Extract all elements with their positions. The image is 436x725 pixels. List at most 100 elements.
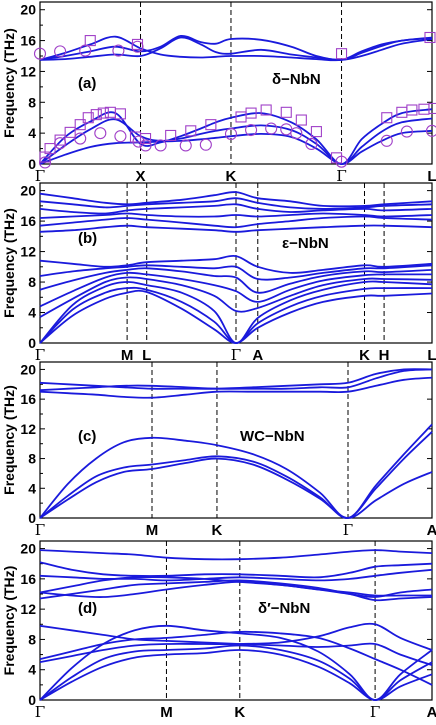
y-tick-label: 4 [28, 662, 36, 678]
phonon-branch-8 [39, 254, 433, 274]
y-tick-label: 16 [20, 213, 36, 229]
experimental-circle-point [265, 122, 278, 135]
x-tick-label: Γ [231, 346, 241, 364]
x-tick-label: K [359, 347, 370, 364]
phonon-branch-12 [39, 580, 433, 598]
x-tick-label: H [379, 347, 390, 364]
y-tick-label: 20 [20, 541, 36, 557]
phonon-branch-10 [39, 215, 433, 229]
y-tick-label: 12 [20, 601, 36, 617]
experimental-circle-point [290, 127, 303, 140]
y-tick-label: 4 [28, 125, 36, 141]
experimental-square-point [280, 106, 292, 118]
experimental-square-point [406, 104, 418, 116]
phonon-branch-11 [39, 212, 433, 219]
experimental-circle-point [305, 137, 318, 150]
phonon-branch-3 [39, 624, 433, 701]
y-tick-label: 20 [20, 361, 36, 377]
phonon-branch-5 [39, 271, 433, 308]
phonon-branch-1 [39, 457, 433, 519]
plot-frame [39, 361, 433, 519]
phonon-branch-4 [39, 376, 433, 399]
experimental-circle-point [74, 132, 87, 145]
experimental-square-point [90, 109, 102, 121]
x-tick-label: K [212, 522, 223, 539]
experimental-circle-point [154, 139, 167, 152]
material-label: WC−NbN [240, 428, 305, 445]
experimental-circle-point [79, 44, 92, 57]
y-tick-label: 16 [20, 571, 36, 587]
x-tick-label: M [121, 347, 134, 364]
experimental-square-point [44, 143, 56, 155]
experimental-circle-point [400, 125, 413, 138]
panel-label: (a) [78, 75, 96, 92]
phonon-branch-1 [39, 129, 433, 165]
phonon-branch-9 [39, 224, 433, 233]
material-label: δ′−NbN [258, 600, 310, 617]
y-axis-label: Frequency (THz) [1, 385, 17, 495]
experimental-circle-point [425, 124, 436, 137]
experimental-circle-point [112, 44, 125, 57]
y-axis-label: Frequency (THz) [1, 208, 17, 318]
y-tick-label: 12 [20, 244, 36, 260]
phonon-branch-5 [39, 630, 433, 686]
x-tick-label: L [427, 347, 436, 364]
x-tick-label: Γ [35, 703, 45, 721]
experimental-circle-point [132, 135, 145, 148]
panel-label: (b) [78, 230, 97, 247]
phonon-branch-11 [39, 549, 433, 561]
experimental-square-point [165, 129, 177, 142]
phonon-branch-12 [39, 203, 433, 215]
experimental-square-point [205, 119, 217, 131]
plot-frame [39, 540, 433, 701]
phonon-branch-6 [39, 624, 433, 667]
phonon-branch-2 [39, 431, 433, 519]
y-axis-label: Frequency (THz) [1, 566, 17, 676]
experimental-square-point [424, 31, 436, 44]
experimental-circle-point [131, 40, 144, 53]
x-tick-label: A [252, 347, 263, 364]
experimental-square-point [139, 132, 152, 145]
experimental-square-point [82, 112, 94, 124]
x-tick-label: Γ [35, 521, 45, 539]
experimental-square-point [335, 48, 348, 60]
experimental-square-point [185, 125, 197, 137]
phonon-branch-5 [39, 34, 433, 61]
experimental-circle-point [245, 124, 258, 137]
experimental-circle-point [224, 127, 238, 140]
x-tick-label: A [427, 704, 436, 721]
x-tick-label: Γ [336, 167, 346, 185]
phonon-branch-3 [39, 423, 433, 519]
x-tick-label: X [136, 168, 146, 185]
phonon-branch-2 [39, 117, 433, 165]
y-tick-label: 0 [28, 510, 36, 526]
x-tick-label: Γ [35, 167, 45, 185]
phonon-branch-9 [39, 568, 433, 582]
y-tick-label: 12 [20, 421, 36, 437]
y-tick-label: 0 [28, 692, 36, 708]
phonon-branch-4 [39, 276, 433, 318]
experimental-square-point [428, 102, 436, 115]
panel-label: (c) [78, 428, 96, 445]
experimental-circle-point [114, 130, 127, 143]
experimental-circle-point [54, 137, 67, 150]
y-tick-label: 8 [28, 631, 36, 647]
phonon-branch-6 [39, 267, 433, 294]
phonon-branch-6 [39, 368, 433, 390]
experimental-circle-point [179, 139, 192, 152]
x-tick-label: M [160, 704, 173, 721]
experimental-circle-point [199, 138, 212, 151]
y-tick-label: 0 [28, 156, 36, 172]
x-tick-label: Γ [343, 521, 353, 539]
material-label: ε−NbN [282, 235, 329, 252]
phonon-branch-10 [39, 561, 433, 579]
phonon-branch-3 [39, 108, 433, 165]
phonon-branch-7 [39, 579, 433, 602]
x-tick-label: K [234, 704, 245, 721]
y-tick-label: 20 [20, 2, 36, 18]
y-tick-label: 16 [20, 391, 36, 407]
panel-1: 0 4 8 12 16 20 Γ X K Γ L Frequency (THz) (a) δ−NbN [1, 1, 436, 185]
y-tick-label: 8 [28, 451, 36, 467]
